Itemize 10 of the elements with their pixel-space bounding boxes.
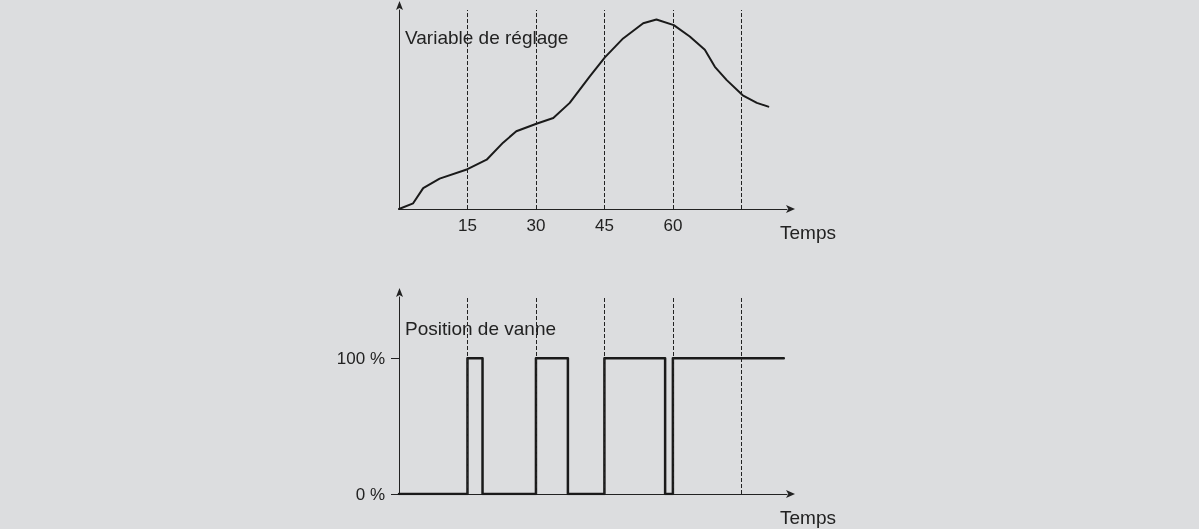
y-tick-label: 0 % (355, 484, 385, 504)
x-tick-label: 15 (458, 216, 477, 235)
x-axis-title: Temps (780, 222, 836, 243)
y-axis-title: Position de vanne (405, 318, 557, 339)
x-tick-label: 45 (594, 216, 614, 235)
x-axis-title: Temps (780, 507, 836, 528)
y-tick-label: 100 % (336, 348, 385, 368)
x-tick-label: 30 (526, 216, 546, 235)
x-tick-label: 60 (663, 216, 683, 235)
y-axis-title: Variable de réglage (405, 27, 569, 48)
